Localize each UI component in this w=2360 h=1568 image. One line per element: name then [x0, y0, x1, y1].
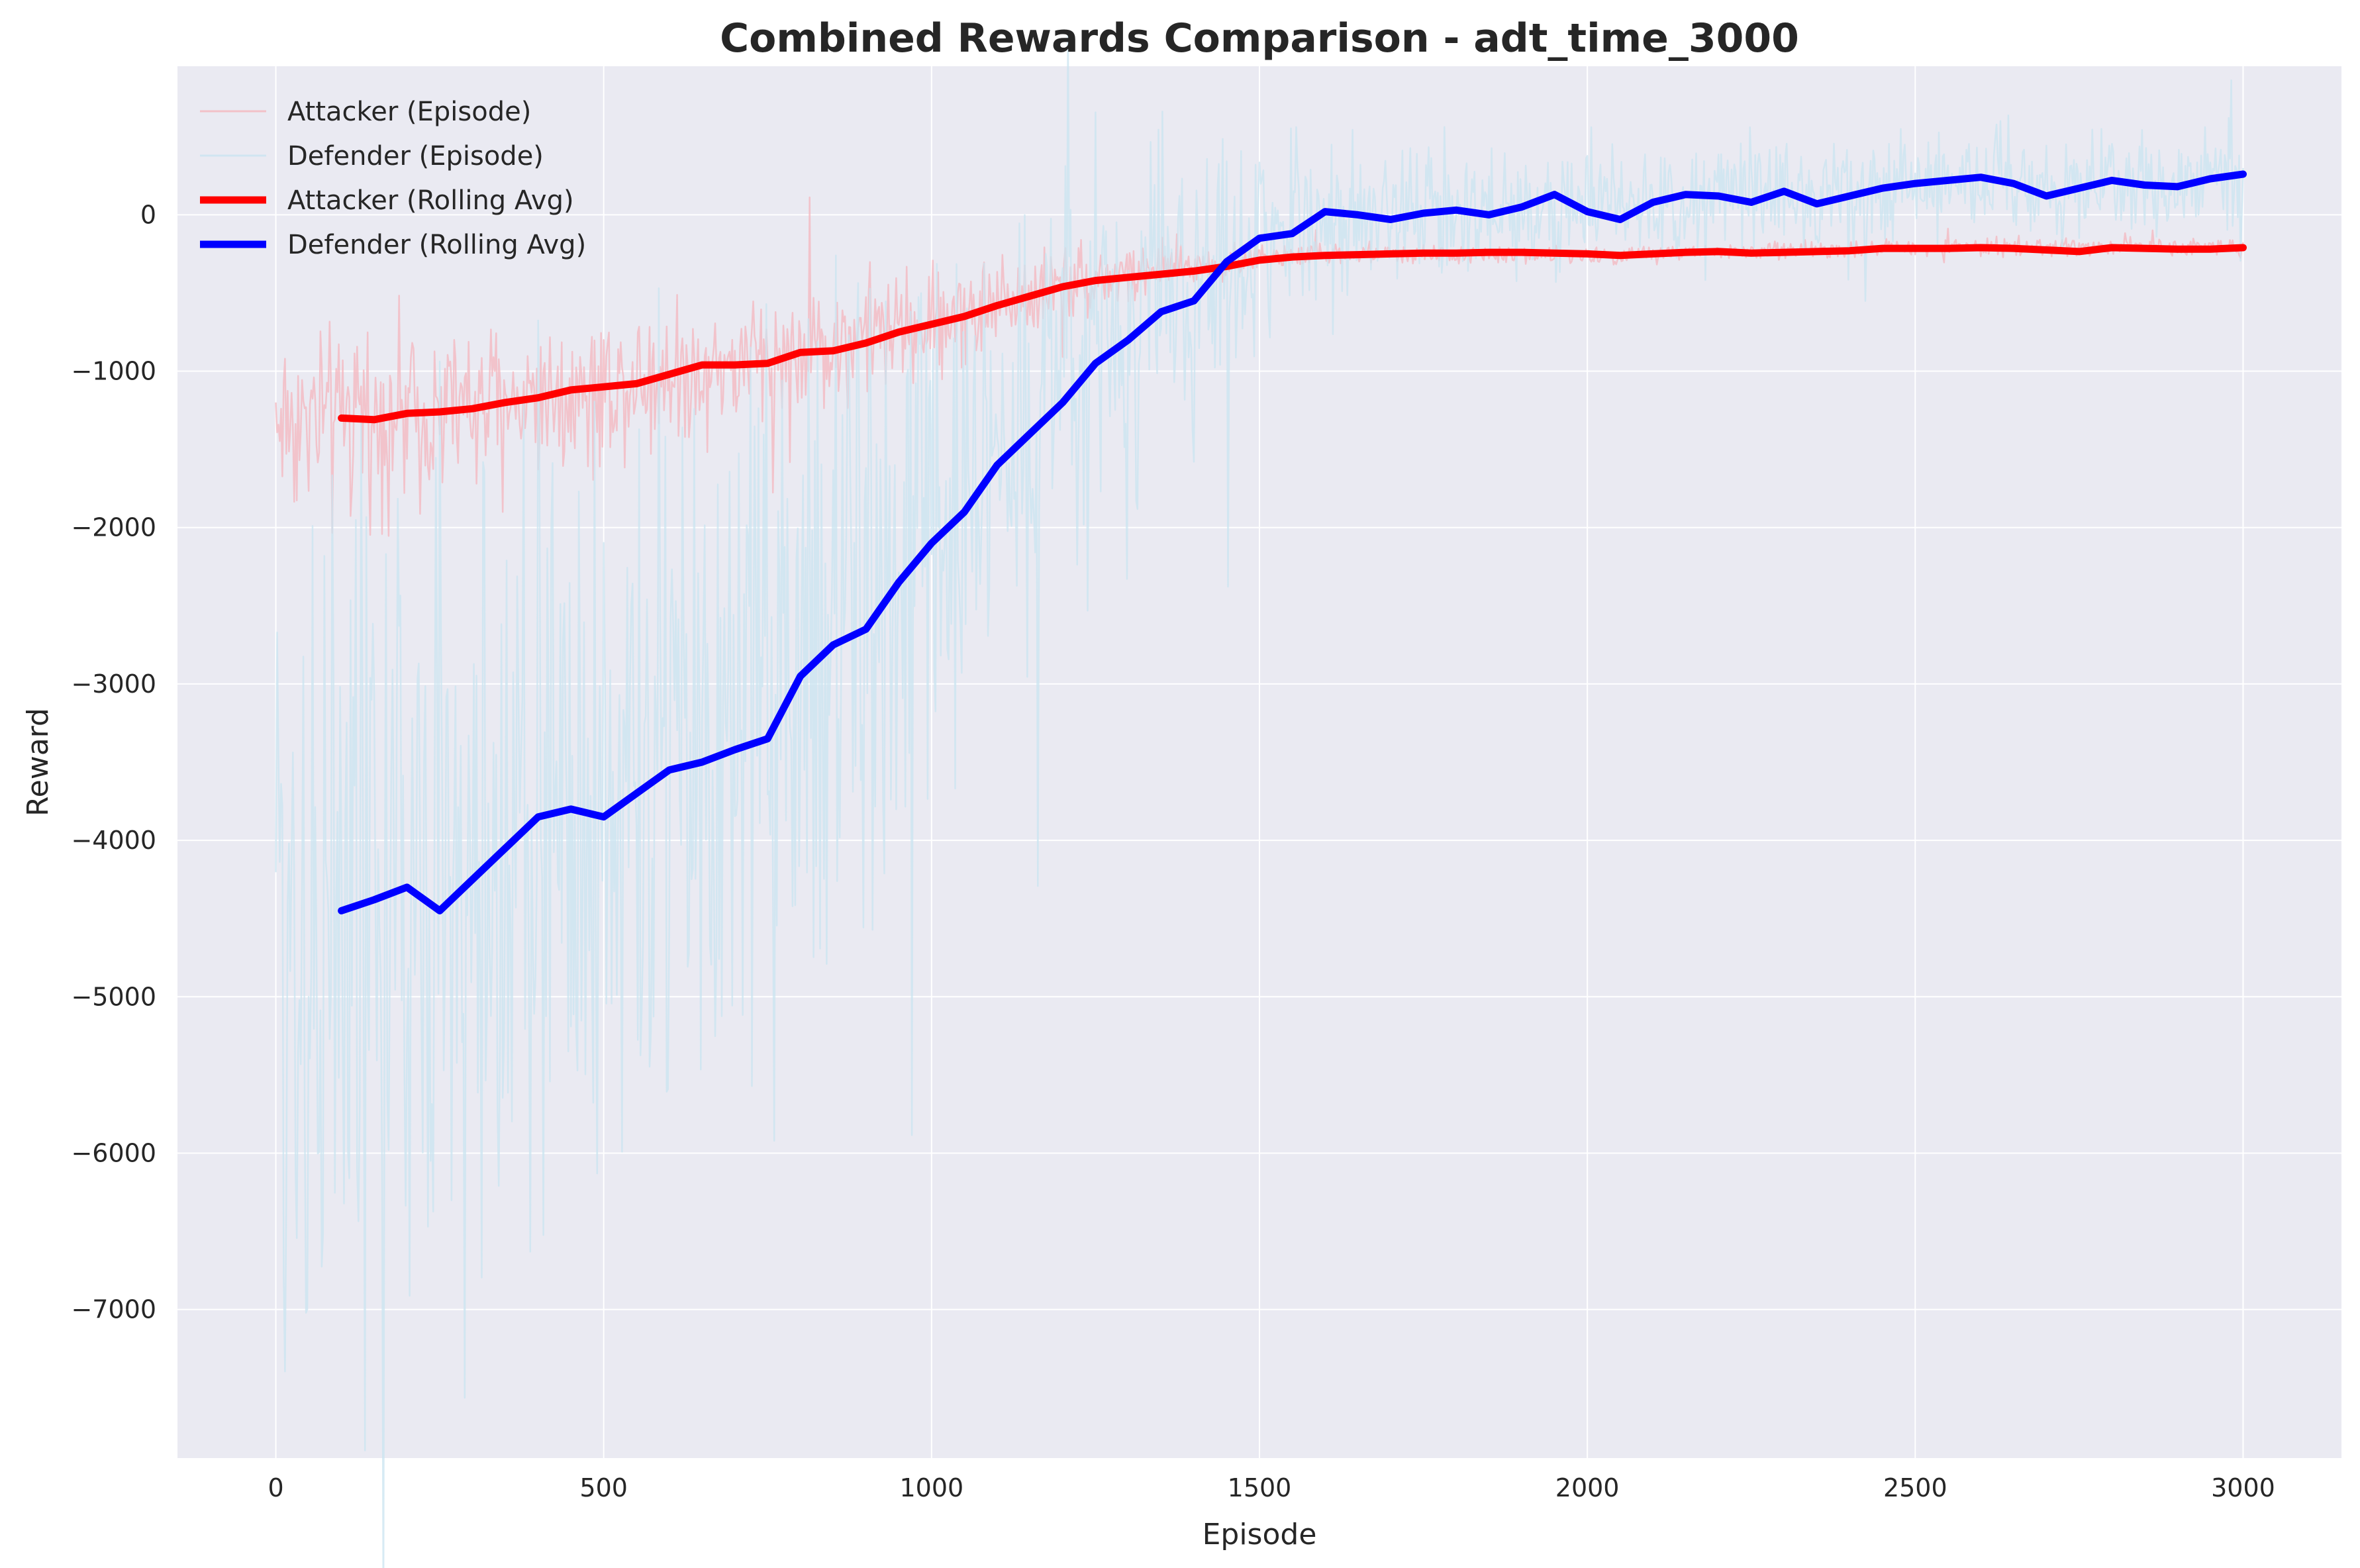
legend: Attacker (Episode) Defender (Episode) Atta… — [200, 97, 586, 260]
tick-labels: 0 500 1000 1500 2000 2500 3000 −7000 −6000 −5000 −… — [71, 200, 2275, 1502]
y-tick-label: −2000 — [71, 513, 156, 542]
legend-label: Defender (Episode) — [287, 141, 544, 172]
rolling-series-line — [338, 170, 2247, 914]
legend-label: Attacker (Rolling Avg) — [287, 185, 574, 216]
x-tick-label: 500 — [579, 1473, 628, 1502]
raw-series-line — [275, 30, 2244, 1568]
y-axis-label: Reward — [21, 708, 55, 816]
x-axis-label: Episode — [1203, 1518, 1317, 1551]
x-tick-label: 0 — [268, 1473, 283, 1502]
y-tick-label: −6000 — [71, 1138, 156, 1167]
rolling-series-layer — [338, 170, 2247, 914]
x-tick-label: 3000 — [2211, 1473, 2275, 1502]
x-tick-label: 2500 — [1883, 1473, 1947, 1502]
y-tick-label: −7000 — [71, 1295, 156, 1324]
y-tick-label: −4000 — [71, 826, 156, 855]
x-tick-label: 1500 — [1228, 1473, 1292, 1502]
chart-title: Combined Rewards Comparison - adt_time_3… — [720, 15, 1799, 62]
x-tick-label: 1000 — [899, 1473, 963, 1502]
y-tick-label: −1000 — [71, 357, 156, 386]
x-tick-label: 2000 — [1555, 1473, 1620, 1502]
raw-series-line — [275, 196, 2244, 537]
raw-series-layer — [275, 30, 2244, 1568]
legend-label: Defender (Rolling Avg) — [287, 230, 586, 260]
legend-label: Attacker (Episode) — [287, 97, 531, 127]
y-tick-label: −5000 — [71, 982, 156, 1011]
y-tick-label: 0 — [140, 200, 156, 229]
y-tick-label: −3000 — [71, 669, 156, 699]
rolling-series-line — [338, 244, 2247, 424]
